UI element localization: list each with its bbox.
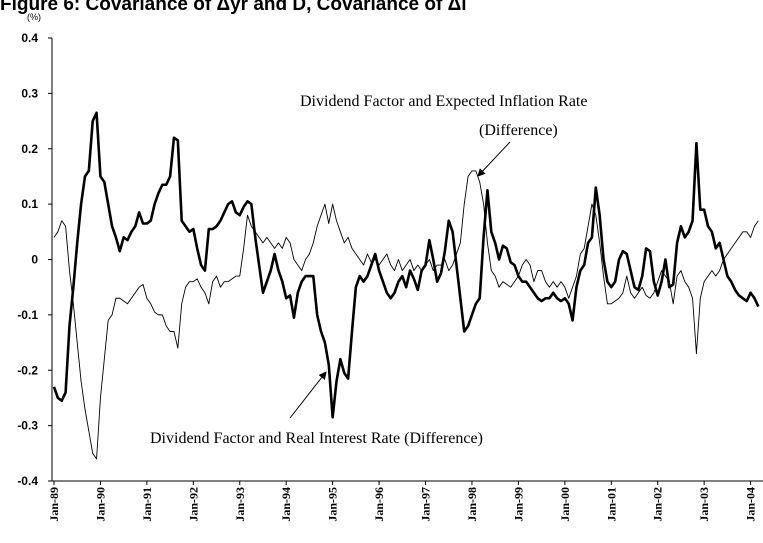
x-tick-label: Jan-94 <box>279 487 293 522</box>
line-series <box>53 170 759 460</box>
y-tick-label: 0.4 <box>21 31 38 45</box>
y-unit: (%) <box>27 12 41 22</box>
annotation: Dividend Factor and Expected Inflation R… <box>300 93 587 110</box>
annotation: (Difference) <box>479 122 558 139</box>
y-tick-label: -0.3 <box>17 419 38 433</box>
x-tick-label: Jan-01 <box>604 487 618 522</box>
y-tick-label: -0.1 <box>17 308 38 322</box>
x-tick-label: Jan-91 <box>140 487 154 522</box>
x-tick-label: Jan-93 <box>233 487 247 522</box>
x-tick-label: Jan-90 <box>93 487 107 522</box>
arrow <box>477 141 511 177</box>
x-tick-label: Jan-03 <box>697 487 711 522</box>
arrow <box>289 371 327 419</box>
x-tick-label: Jan-00 <box>558 487 572 522</box>
line-series <box>52 111 760 419</box>
x-tick-label: Jan-89 <box>47 487 61 522</box>
chart-title: Figure 6: Covariance of Δyr and D, Covar… <box>0 0 467 15</box>
annotation: Dividend Factor and Real Interest Rate (… <box>150 430 483 447</box>
y-tick-label: 0 <box>31 253 38 267</box>
y-tick-label: -0.4 <box>17 474 38 488</box>
x-tick-label: Jan-02 <box>651 487 665 522</box>
x-tick-label: Jan-96 <box>372 487 386 522</box>
x-tick-label: Jan-04 <box>744 487 758 522</box>
y-tick-label: 0.2 <box>21 142 38 156</box>
y-tick-label: 0.1 <box>21 197 38 211</box>
x-tick-label: Jan-95 <box>326 487 340 522</box>
y-tick-label: 0.3 <box>21 86 38 100</box>
x-tick-label: Jan-99 <box>511 487 525 522</box>
y-tick-label: -0.2 <box>17 363 38 377</box>
x-tick-label: Jan-97 <box>419 487 433 522</box>
x-tick-label: Jan-98 <box>465 487 479 522</box>
x-tick-label: Jan-92 <box>186 487 200 522</box>
